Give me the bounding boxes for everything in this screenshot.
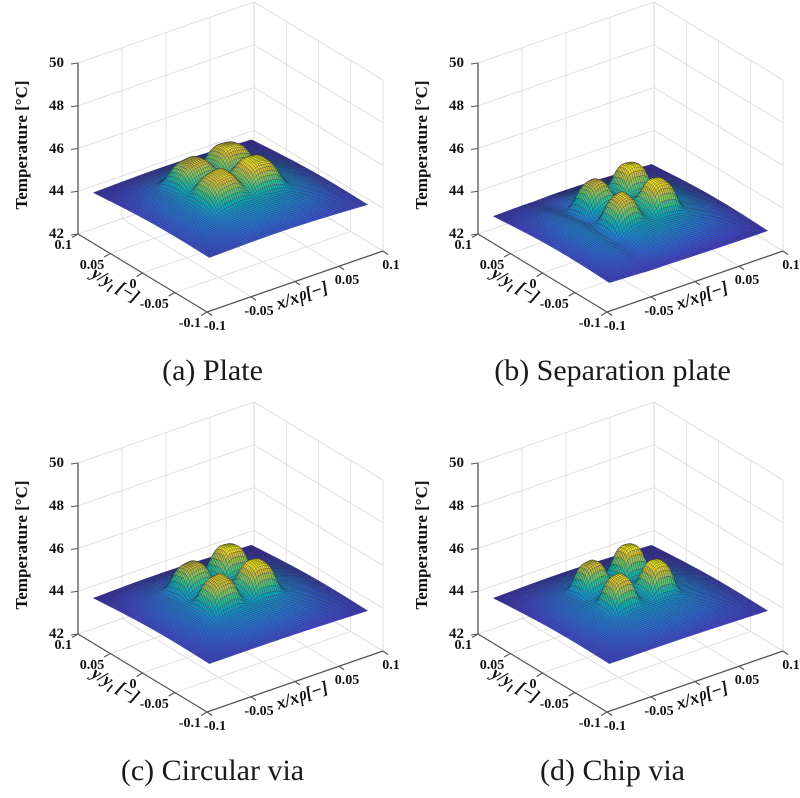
surface-plot-canvas-d — [400, 400, 800, 745]
subplot-caption-b: (b) Separation plate — [494, 354, 731, 387]
subplot-c-circular-via: 42 44 46 48 50 0.1 0.05 0 -0.05 -0.1 -0.1 -0.05 0 0.0… — [0, 400, 400, 798]
subplot-caption-c: (c) Circular via — [120, 754, 305, 787]
subplot-d-chip-via: 42 44 46 48 50 0.1 0.05 0 -0.05 -0.1 -0.1 -0.05 0 0.0… — [400, 400, 800, 798]
subplot-b-separation-plate: 42 44 46 48 50 0.1 0.05 0 -0.05 -0.1 -0.1 -0.05 0 0.0… — [400, 0, 800, 400]
surface-plot-canvas-a — [0, 0, 400, 345]
subplot-a-plate: 42 44 46 48 50 0.1 0.05 0 -0.05 -0.1 -0.1 -0.05 0 0.0… — [0, 0, 400, 400]
subplot-caption-d: (d) Chip via — [540, 754, 685, 787]
surface-plot-canvas-b — [400, 0, 800, 345]
surface-plot-canvas-c — [0, 400, 400, 745]
subplot-caption-a: (a) Plate — [162, 354, 263, 387]
